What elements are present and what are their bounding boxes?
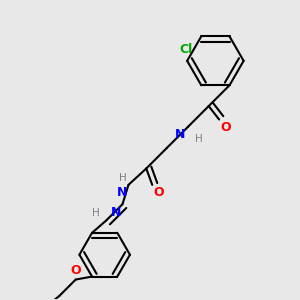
Text: Cl: Cl: [179, 44, 192, 56]
Text: O: O: [220, 121, 231, 134]
Text: N: N: [175, 128, 185, 141]
Text: O: O: [70, 264, 81, 277]
Text: H: H: [119, 173, 127, 183]
Text: H: H: [195, 134, 203, 144]
Text: O: O: [154, 186, 164, 199]
Text: N: N: [111, 206, 121, 219]
Text: N: N: [117, 186, 127, 199]
Text: H: H: [92, 208, 100, 218]
